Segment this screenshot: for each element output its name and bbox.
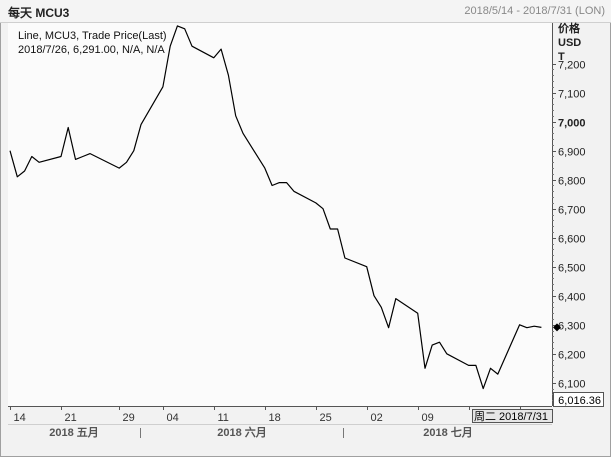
y-tick-label: 7,200 xyxy=(558,60,586,72)
y-axis-unit: 价格 USD T xyxy=(558,22,581,64)
y-unit-line-3: T xyxy=(558,51,565,63)
x-month-label: 2018 七月 xyxy=(423,425,473,439)
y-unit-line-2: USD xyxy=(558,37,582,49)
y-tick-label: 6,900 xyxy=(558,147,586,159)
cursor-date-box xyxy=(472,409,553,423)
x-month-label: 2018 六月 xyxy=(217,425,267,439)
legend-series-label: Line, MCU3, Trade Price(Last) xyxy=(18,30,167,42)
x-tick-label: 29 xyxy=(123,412,135,424)
y-tick-label: 7,000 xyxy=(558,118,586,130)
last-value-label: 6,016.36 xyxy=(558,395,601,407)
legend-cursor-value: 2018/7/26, 6,291.00, N/A, N/A xyxy=(18,44,165,56)
x-tick-label: 18 xyxy=(269,412,281,424)
x-tick-label: 09 xyxy=(422,412,434,424)
last-price-marker xyxy=(553,323,561,332)
plot-area[interactable] xyxy=(8,23,552,406)
x-tick-label: 04 xyxy=(167,412,179,424)
x-tick-label: 14 xyxy=(14,412,26,424)
y-tick-label: 6,500 xyxy=(558,263,586,275)
chart-header: 每天 MCU3 2018/5/14 - 2018/7/31 (LON) xyxy=(0,0,611,23)
y-tick-label: 6,400 xyxy=(558,292,586,304)
price-series-line xyxy=(9,25,542,390)
y-tick-label: 6,800 xyxy=(558,176,586,188)
x-month-label: 2018 五月 xyxy=(49,426,99,439)
chart-legend: Line, MCU3, Trade Price(Last) 2018/7/26,… xyxy=(18,29,167,57)
x-tick-label: 11 xyxy=(218,412,229,424)
y-tick-label: 6,200 xyxy=(558,350,586,362)
y-tick-label: 7,100 xyxy=(558,89,586,101)
y-tick-label: 6,700 xyxy=(558,205,586,217)
y-tick-label: 6,600 xyxy=(558,234,586,246)
y-unit-line-1: 价格 xyxy=(558,23,580,35)
last-value-box xyxy=(553,392,604,407)
cursor-date-label: 周二 2018/7/31 xyxy=(474,410,548,423)
chart-instrument-title: 每天 MCU3 xyxy=(8,6,70,20)
y-tick-label: 6,300 xyxy=(558,321,586,333)
x-tick-label: 02 xyxy=(371,412,383,424)
date-range-label: 2018/5/14 - 2018/7/31 (LON) xyxy=(464,5,605,17)
x-tick-label: 21 xyxy=(65,412,77,424)
x-tick-label: 25 xyxy=(320,412,332,424)
y-tick-label: 6,100 xyxy=(558,379,586,391)
